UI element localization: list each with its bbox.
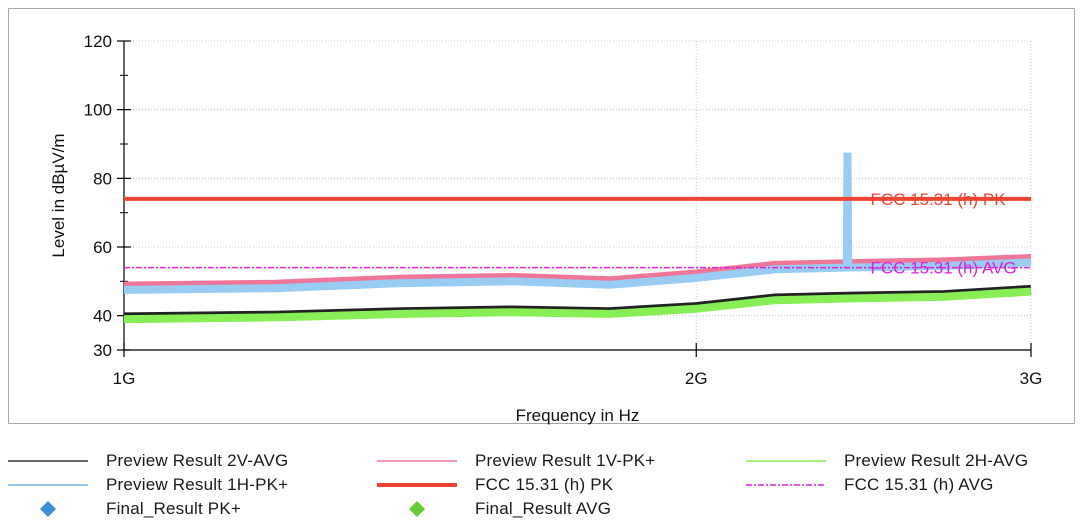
- legend-label-2v-avg: Preview Result 2V-AVG: [106, 451, 289, 470]
- y-tick-label: 30: [93, 341, 112, 360]
- emission-chart: 30 40 60 80 100 120 1G 2G 3G Frequency in Hz Level…: [49, 32, 1043, 425]
- legend-symbol-1v-pk: [377, 460, 457, 462]
- y-tick-label: 120: [84, 32, 112, 51]
- legend-symbol-fcc-avg: [746, 484, 826, 486]
- legend-label-final-avg: Final_Result AVG: [475, 499, 612, 518]
- legend-label-fcc-pk: FCC 15.31 (h) PK: [475, 475, 614, 494]
- y-axis-title: Level in dBµV/m: [49, 133, 68, 257]
- y-tick-label: 80: [93, 169, 112, 188]
- y-tick-label: 100: [84, 101, 112, 120]
- legend-label-2h-avg: Preview Result 2H-AVG: [844, 451, 1029, 470]
- legend-symbol-2v-avg: [8, 460, 88, 462]
- limit-annotation-0: FCC 15.31 (h) PK: [870, 190, 1006, 209]
- legend-symbol-1h-pk: [8, 484, 88, 486]
- y-tick-label: 60: [93, 238, 112, 257]
- x-tick-label: 1G: [113, 369, 136, 388]
- legend: Preview Result 2V-AVG Preview Result 1V-…: [0, 448, 1083, 523]
- legend-label-final-pk: Final_Result PK+: [106, 499, 242, 518]
- x-axis-title: Frequency in Hz: [516, 406, 640, 425]
- chart-frame: [8, 8, 1075, 424]
- x-tick-label: 3G: [1020, 369, 1043, 388]
- legend-label-1h-pk: Preview Result 1H-PK+: [106, 475, 289, 494]
- limit-annotation-1: FCC 15.31 (h) AVG: [870, 259, 1016, 278]
- diamond-marker-icon: [40, 501, 56, 517]
- series-preview-result-2h-avg: [123, 287, 1032, 324]
- legend-label-fcc-avg: FCC 15.31 (h) AVG: [844, 475, 994, 494]
- legend-symbol-fcc-pk: [377, 483, 457, 487]
- y-tick-label: 40: [93, 307, 112, 326]
- legend-label-1v-pk: Preview Result 1V-PK+: [475, 451, 656, 470]
- legend-symbol-2h-avg: [746, 460, 826, 462]
- x-tick-label: 2G: [685, 369, 708, 388]
- diamond-marker-icon: [409, 501, 425, 517]
